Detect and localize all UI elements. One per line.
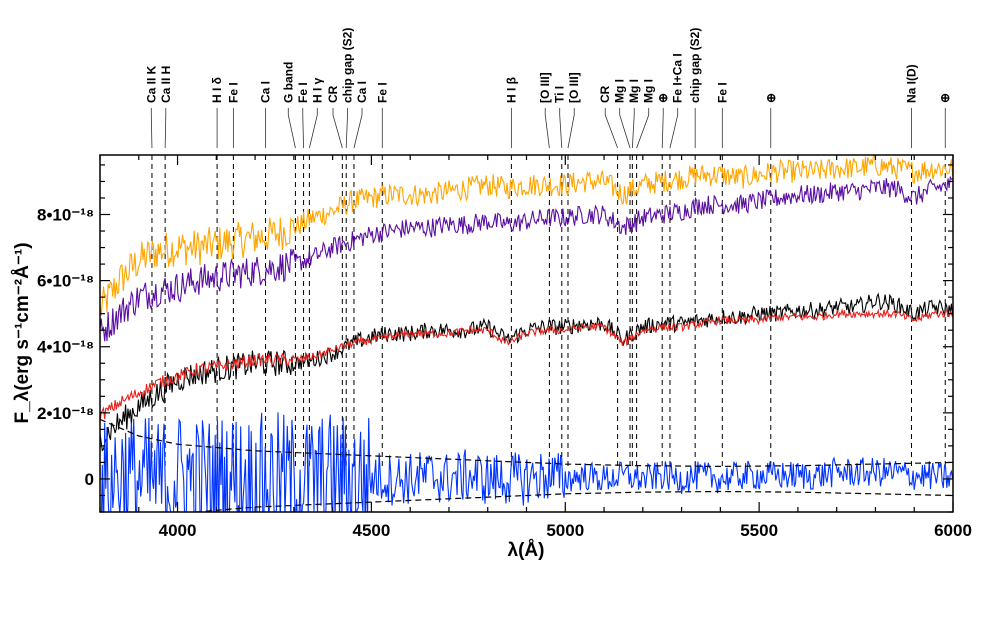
line-id-leader	[150, 108, 153, 149]
line-id-leader	[308, 108, 318, 149]
series-layer	[100, 155, 953, 512]
line-id-label: Fe I	[375, 82, 389, 103]
line-id-label: Mg I	[627, 79, 641, 103]
line-id-label: Na I(D)	[905, 64, 919, 103]
line-id-leader	[619, 108, 631, 149]
plot-frame	[99, 154, 954, 513]
line-id-label: ⊕	[764, 93, 778, 103]
line-id-label: Fe I	[296, 82, 310, 103]
line-id-label: chip gap (S2)	[340, 28, 354, 103]
y-tick-label: 6•10⁻¹⁸	[37, 272, 94, 291]
line-id-leader	[287, 108, 296, 149]
line-id-leader	[544, 108, 550, 149]
series-line-6	[190, 490, 953, 512]
line-id-label: H I β	[504, 77, 518, 103]
line-id-leader	[567, 108, 575, 149]
x-tick-label: 5000	[546, 521, 584, 540]
y-tick-label: 2•10⁻¹⁸	[37, 404, 94, 423]
line-id-label: ⊕	[656, 93, 670, 103]
y-axis-title: F_λ(erg s⁻¹cm⁻²Å⁻¹)	[12, 242, 33, 423]
line-id-label: Ca II H	[159, 66, 173, 103]
line-id-label: H I δ	[210, 77, 224, 103]
line-id-leader	[345, 108, 348, 149]
line-id-leader	[332, 108, 343, 149]
line-id-label: Fe I	[226, 82, 240, 103]
line-id-label: ⊕	[938, 93, 952, 103]
line-id-label: G band	[281, 62, 295, 103]
y-tick-label: 4•10⁻¹⁸	[37, 338, 94, 357]
series-line-1	[100, 175, 953, 342]
line-id-leader	[669, 108, 679, 149]
line-id-leader	[302, 108, 304, 149]
x-axis-title: λ(Å)	[508, 540, 545, 561]
y-tick-label: 8•10⁻¹⁸	[37, 206, 94, 225]
line-id-label: Fe I	[715, 82, 729, 103]
line-id-label: Ca I	[355, 81, 369, 103]
line-id-leader	[559, 108, 563, 149]
line-id-label: [O III]	[538, 72, 552, 103]
x-tick-label: 6000	[934, 521, 972, 540]
line-id-label: [O III]	[567, 72, 581, 103]
x-tick-label: 4500	[352, 521, 390, 540]
y-tick-label: 0	[85, 470, 94, 489]
line-id-label: Ti I	[553, 86, 567, 103]
x-axis: 4000 4500 5000 5500 6000	[99, 155, 972, 540]
line-id-label: Ca II K	[144, 65, 158, 103]
series-line-4	[100, 412, 953, 512]
line-id-label: Ca I	[259, 81, 273, 103]
line-id-leader	[661, 108, 664, 149]
line-id-leader	[636, 108, 650, 149]
line-id-leader	[631, 108, 635, 149]
line-id-label: H I γ	[310, 77, 324, 103]
series-line-0	[100, 155, 953, 316]
series-line-3	[100, 307, 953, 423]
series-line-5	[100, 418, 953, 467]
line-id-label: chip gap (S2)	[688, 28, 702, 103]
line-id-label: Fe I+Ca I	[671, 53, 685, 103]
x-tick-label: 4000	[159, 521, 197, 540]
line-id-label: CR	[326, 85, 340, 103]
line-id-leader	[604, 108, 618, 149]
line-id-leader	[164, 108, 167, 149]
line-id-label: CR	[598, 85, 612, 103]
x-tick-label: 5500	[740, 521, 778, 540]
line-id-label: Mg I	[642, 79, 656, 103]
line-id-leader	[353, 108, 363, 149]
line-id-label: Mg I	[613, 79, 627, 103]
y-axis: 0 2•10⁻¹⁸ 4•10⁻¹⁸ 6•10⁻¹⁸ 8•10⁻¹⁸	[37, 164, 953, 513]
